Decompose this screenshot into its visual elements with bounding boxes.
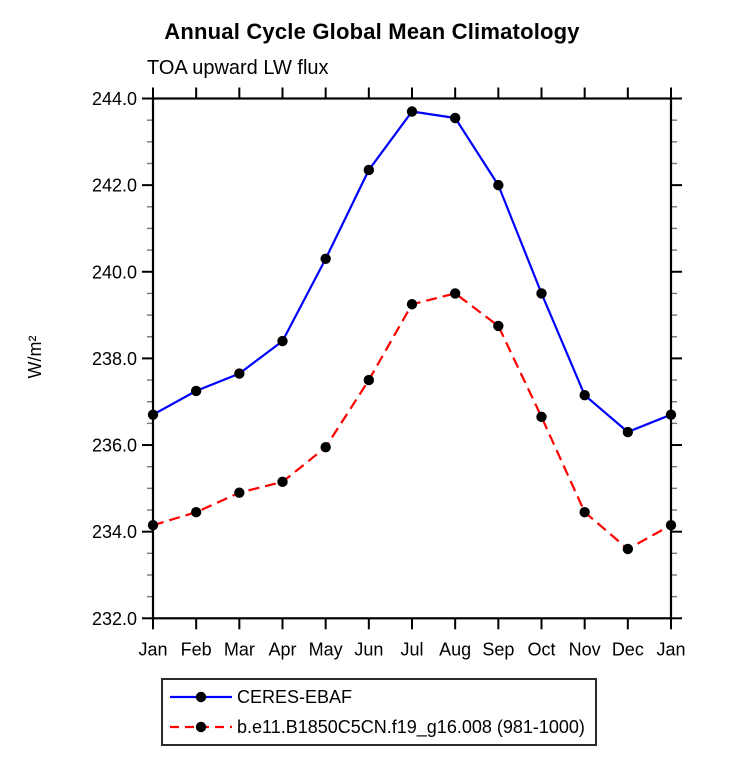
data-point-marker	[147, 519, 159, 531]
data-point-marker	[320, 441, 331, 453]
legend-item: CERES-EBAF	[168, 682, 595, 712]
data-point-marker	[449, 112, 461, 124]
data-point-marker	[406, 299, 418, 310]
legend-marker-dot	[195, 721, 207, 733]
legend-label: CERES-EBAF	[237, 686, 353, 707]
data-point-marker	[536, 411, 547, 423]
y-tick-label: 234.0	[92, 522, 137, 542]
x-tick-label: Jan	[138, 639, 167, 659]
y-tick-label: 232.0	[92, 609, 137, 629]
y-tick-label: 240.0	[92, 262, 137, 282]
data-point-marker	[277, 335, 288, 347]
legend: CERES-EBAF b.e11.B1850C5CN.f19_g16.008 (9…	[161, 678, 597, 746]
y-tick-label: 238.0	[92, 349, 137, 369]
data-point-marker	[363, 164, 375, 176]
legend-label: b.e11.B1850C5CN.f19_g16.008 (981-1000)	[237, 716, 585, 737]
chart-title: Annual Cycle Global Mean Climatology	[164, 19, 580, 44]
series-line-model	[152, 292, 672, 551]
x-tick-label: Apr	[268, 639, 296, 659]
x-tick-label: Jun	[354, 639, 383, 659]
x-tick-label: Jul	[400, 639, 423, 659]
x-tick-label: Mar	[224, 639, 255, 659]
y-tick-label: 236.0	[92, 436, 137, 456]
legend-item: b.e11.B1850C5CN.f19_g16.008 (981-1000)	[168, 712, 595, 742]
data-point-marker	[406, 106, 418, 117]
data-point-marker	[622, 543, 634, 555]
data-point-marker	[622, 426, 634, 438]
x-tick-label: Aug	[439, 639, 471, 659]
data-point-marker	[579, 506, 590, 518]
x-tick-label: Dec	[612, 639, 644, 659]
data-point-marker	[234, 487, 245, 498]
legend-line-sample	[170, 691, 232, 703]
data-point-marker	[493, 179, 504, 191]
x-tick-label: Sep	[482, 639, 514, 659]
y-tick-label: 242.0	[92, 176, 137, 196]
chart-subtitle: TOA upward LW flux	[147, 57, 329, 79]
data-point-marker	[320, 253, 331, 264]
data-point-marker	[536, 288, 547, 299]
x-tick-label: May	[309, 639, 343, 659]
data-point-marker	[190, 385, 202, 397]
data-point-marker	[363, 374, 375, 386]
legend-line-sample	[170, 721, 232, 733]
data-point-marker	[234, 368, 245, 379]
data-point-marker	[277, 476, 288, 488]
y-tick-label: 244.0	[92, 89, 137, 109]
x-tick-label: Feb	[181, 639, 212, 659]
plot-border	[151, 97, 673, 620]
data-point-marker	[449, 288, 461, 299]
x-tick-label: Oct	[527, 639, 555, 659]
data-point-marker	[665, 519, 677, 531]
series-line-ceres	[152, 110, 672, 434]
data-point-marker	[147, 409, 159, 420]
legend-marker-dot	[195, 691, 207, 703]
x-tick-label: Jan	[656, 639, 685, 659]
data-point-marker	[190, 506, 202, 518]
x-tick-label: Nov	[569, 639, 601, 659]
data-point-marker	[579, 390, 590, 401]
data-point-marker	[493, 320, 504, 332]
data-point-marker	[665, 409, 677, 420]
